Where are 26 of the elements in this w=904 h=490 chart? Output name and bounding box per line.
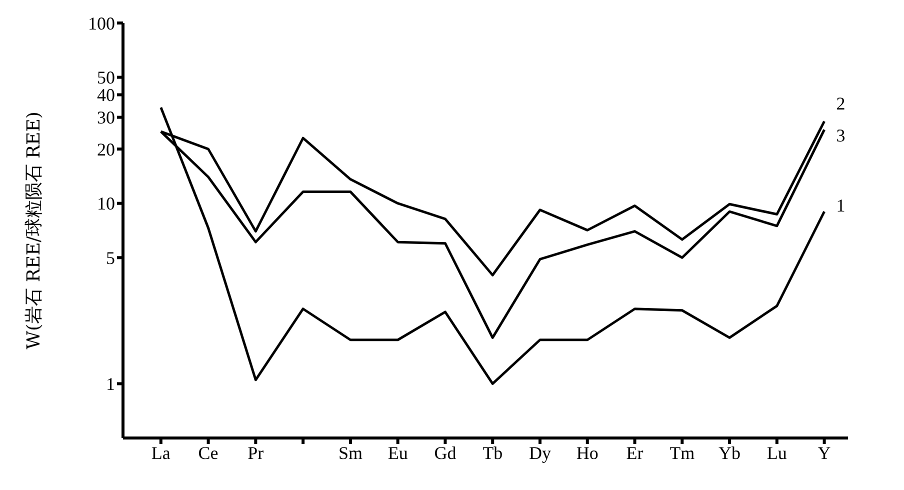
x-tick-label: Tb: [482, 442, 503, 463]
x-tick-label: Er: [626, 442, 644, 463]
x-tick-label: Sm: [338, 442, 362, 463]
y-tick-label: 10: [97, 194, 115, 214]
x-tick-label: Ho: [576, 442, 598, 463]
x-tick-label: Y: [818, 442, 831, 463]
x-tick-label: Tm: [670, 442, 695, 463]
x-tick-label: Eu: [388, 442, 408, 463]
y-axis-title: W(岩石 REE/球粒陨石 REE): [23, 112, 44, 350]
x-tick-label: Gd: [434, 442, 456, 463]
y-tick-label: 40: [97, 85, 115, 106]
x-tick-label: Lu: [766, 442, 787, 463]
y-tick-label: 30: [97, 108, 115, 128]
x-tick-label: Ce: [198, 442, 218, 463]
x-tick-label: La: [151, 442, 170, 463]
x-tick-label: Yb: [718, 442, 741, 463]
y-tick-label: 5: [106, 248, 115, 268]
x-tick-label: Pr: [248, 442, 264, 463]
y-tick-label: 50: [97, 68, 115, 88]
y-tick-label: 20: [97, 139, 115, 160]
series-label: 3: [836, 126, 846, 146]
x-tick-label: Dy: [528, 442, 551, 463]
series-label: 2: [836, 93, 846, 114]
series-label: 1: [836, 196, 846, 216]
y-tick-label: 100: [88, 13, 115, 34]
y-tick-label: 1: [106, 374, 115, 394]
